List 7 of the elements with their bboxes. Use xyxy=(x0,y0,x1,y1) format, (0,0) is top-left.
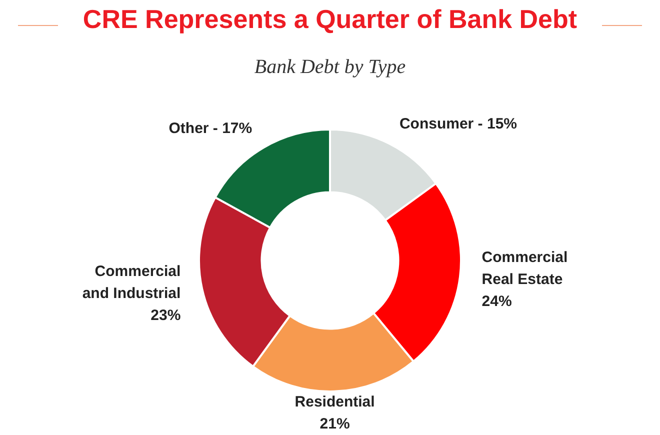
slice-label: Consumer - 15% xyxy=(399,115,518,132)
slice-label: Commercial and Industrial 23% xyxy=(82,263,181,324)
slice-label: Residential 21% xyxy=(294,394,375,433)
slice-label: Other - 17% xyxy=(168,120,252,137)
chart-subtitle: Bank Debt by Type xyxy=(253,55,407,80)
chart-title: CRE Represents a Quarter of Bank Debt xyxy=(72,4,588,34)
slice-label: Commercial Real Estate 24% xyxy=(482,248,568,310)
